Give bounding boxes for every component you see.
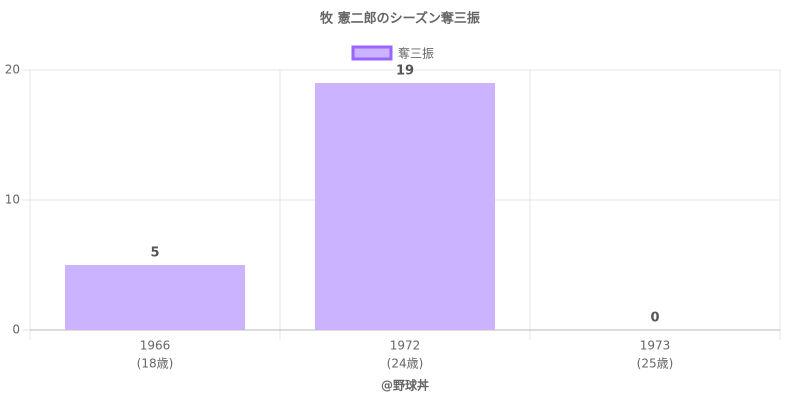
x-tick-label: 1972	[390, 339, 421, 353]
value-label: 0	[650, 311, 659, 326]
x-tick-label: 1966	[140, 339, 171, 353]
y-tick-label: 20	[5, 63, 20, 77]
value-label: 19	[396, 64, 414, 79]
bar	[315, 83, 495, 330]
legend-label: 奪三振	[398, 46, 434, 61]
x-tick-sublabel: (25歳)	[637, 357, 674, 371]
y-tick-label: 0	[12, 323, 20, 337]
x-tick-sublabel: (18歳)	[137, 357, 174, 371]
x-tick-sublabel: (24歳)	[387, 357, 424, 371]
bar	[65, 265, 245, 330]
y-tick-label: 10	[5, 193, 20, 207]
value-label: 5	[150, 246, 159, 261]
x-tick-label: 1973	[640, 339, 671, 353]
legend-swatch	[351, 45, 393, 61]
footer: @野球丼	[381, 378, 429, 393]
chart-title: 牧 憲二郎のシーズン奪三振	[320, 11, 480, 27]
